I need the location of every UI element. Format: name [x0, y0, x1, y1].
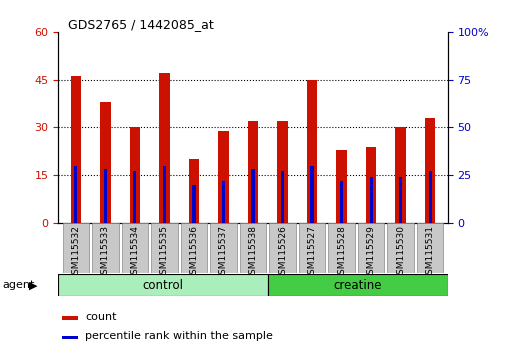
- Text: GSM115530: GSM115530: [395, 225, 405, 280]
- Text: GSM115526: GSM115526: [277, 225, 286, 280]
- Bar: [416, 223, 442, 273]
- Bar: [394, 127, 405, 223]
- Bar: [192, 185, 195, 223]
- Bar: [163, 166, 166, 223]
- Bar: [306, 80, 317, 223]
- Text: percentile rank within the sample: percentile rank within the sample: [85, 331, 273, 342]
- Bar: [339, 181, 342, 223]
- Bar: [92, 223, 119, 273]
- Bar: [210, 223, 236, 273]
- Bar: [100, 102, 111, 223]
- Text: agent: agent: [3, 280, 35, 290]
- Bar: [298, 223, 325, 273]
- Bar: [58, 274, 268, 296]
- Bar: [365, 147, 376, 223]
- Text: GSM115533: GSM115533: [100, 225, 110, 280]
- Bar: [424, 118, 434, 223]
- Text: GSM115532: GSM115532: [71, 225, 80, 280]
- Bar: [63, 223, 89, 273]
- Bar: [74, 166, 77, 223]
- Bar: [336, 150, 346, 223]
- Text: GSM115531: GSM115531: [425, 225, 434, 280]
- Bar: [369, 177, 372, 223]
- Text: GSM115537: GSM115537: [219, 225, 228, 280]
- Text: GSM115529: GSM115529: [366, 225, 375, 280]
- Text: GSM115527: GSM115527: [307, 225, 316, 280]
- Bar: [247, 121, 258, 223]
- Bar: [268, 274, 447, 296]
- Text: GSM115528: GSM115528: [336, 225, 345, 280]
- Bar: [269, 223, 295, 273]
- Bar: [310, 166, 313, 223]
- Bar: [188, 159, 199, 223]
- Text: ▶: ▶: [29, 280, 37, 290]
- Bar: [357, 223, 384, 273]
- Text: GSM115534: GSM115534: [130, 225, 139, 280]
- Bar: [133, 171, 136, 223]
- Bar: [239, 223, 266, 273]
- Bar: [428, 171, 431, 223]
- Text: GDS2765 / 1442085_at: GDS2765 / 1442085_at: [68, 18, 214, 31]
- Bar: [386, 223, 413, 273]
- Bar: [398, 177, 401, 223]
- Bar: [280, 171, 283, 223]
- Bar: [277, 121, 287, 223]
- Text: control: control: [142, 279, 183, 292]
- Bar: [180, 223, 207, 273]
- Text: GSM115536: GSM115536: [189, 225, 198, 280]
- Bar: [151, 223, 177, 273]
- Bar: [222, 181, 225, 223]
- Bar: [159, 73, 169, 223]
- Bar: [71, 76, 81, 223]
- Text: count: count: [85, 312, 117, 322]
- Bar: [62, 316, 78, 320]
- Bar: [62, 336, 78, 339]
- Bar: [218, 131, 228, 223]
- Text: GSM115535: GSM115535: [160, 225, 169, 280]
- Text: GSM115538: GSM115538: [248, 225, 257, 280]
- Text: creatine: creatine: [333, 279, 381, 292]
- Bar: [328, 223, 354, 273]
- Bar: [129, 127, 140, 223]
- Bar: [251, 170, 254, 223]
- Bar: [121, 223, 148, 273]
- Bar: [104, 170, 107, 223]
